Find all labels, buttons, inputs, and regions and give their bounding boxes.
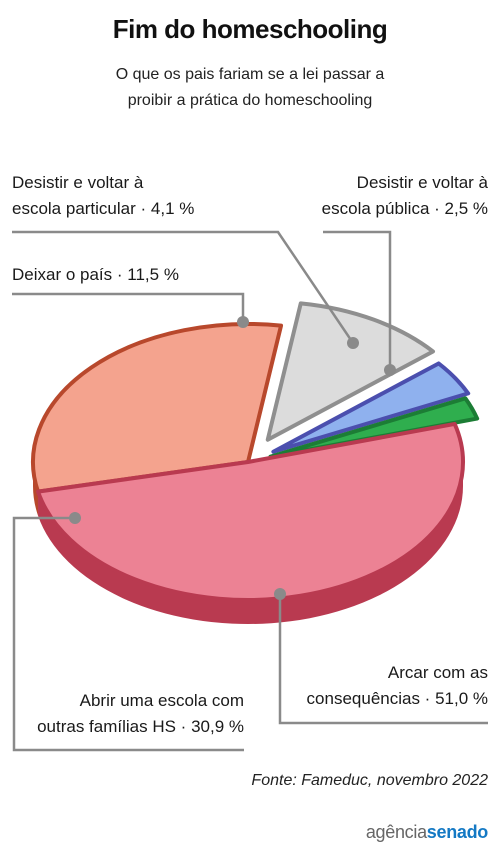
leader-dot-publica xyxy=(384,364,396,376)
pie-slice-4 xyxy=(268,396,480,459)
label-particular-line-1: Desistir e voltar à xyxy=(12,173,144,192)
chart-title: Fim do homeschooling xyxy=(112,14,388,44)
label-arcar: Arcar com as consequências · 51,0 % xyxy=(307,660,488,712)
leader-line-arcar xyxy=(278,594,488,725)
leader-line-particular xyxy=(12,230,355,344)
chart-subtitle-line-1: O que os pais fariam se a lei passar a xyxy=(115,66,385,83)
label-pais: Deixar o país · 11,5 % xyxy=(12,265,179,284)
pie-slice-3 xyxy=(271,361,471,454)
pie-slice-0 xyxy=(36,421,465,603)
label-publica-line-1: Desistir e voltar à xyxy=(356,173,488,192)
leader-dot-particular xyxy=(347,337,359,349)
label-publica-line-2: escola pública · 2,5 % xyxy=(321,199,488,218)
chart-subtitle-line-2: proibir a prática do homeschooling xyxy=(127,92,373,109)
leader-dot-abrir xyxy=(69,512,81,524)
label-abrir-line-2: outras famílias HS · 30,9 % xyxy=(37,717,244,736)
leader-dot-pais xyxy=(237,316,249,328)
label-particular: Desistir e voltar à escola particular · … xyxy=(12,170,194,222)
label-abrir: Abrir uma escola com outras famílias HS … xyxy=(37,688,244,740)
source-note: Fonte: Fameduc, novembro 2022 xyxy=(251,772,488,789)
label-particular-line-2: escola particular · 4,1 % xyxy=(12,199,195,218)
label-arcar-line-2: consequências · 51,0 % xyxy=(306,689,488,708)
label-publica: Desistir e voltar à escola pública · 2,5… xyxy=(322,170,488,222)
label-abrir-line-1: Abrir uma escola com xyxy=(79,691,244,710)
label-arcar-line-1: Arcar com as xyxy=(387,663,488,682)
leader-dot-arcar xyxy=(274,588,286,600)
leader-line-abrir xyxy=(12,516,244,752)
pie-slice-2 xyxy=(265,301,435,442)
pie-slice-1 xyxy=(31,322,284,494)
brand-logo: agênciasenado xyxy=(365,822,488,842)
leader-line-publica xyxy=(323,230,392,370)
leader-line-pais xyxy=(12,292,245,322)
